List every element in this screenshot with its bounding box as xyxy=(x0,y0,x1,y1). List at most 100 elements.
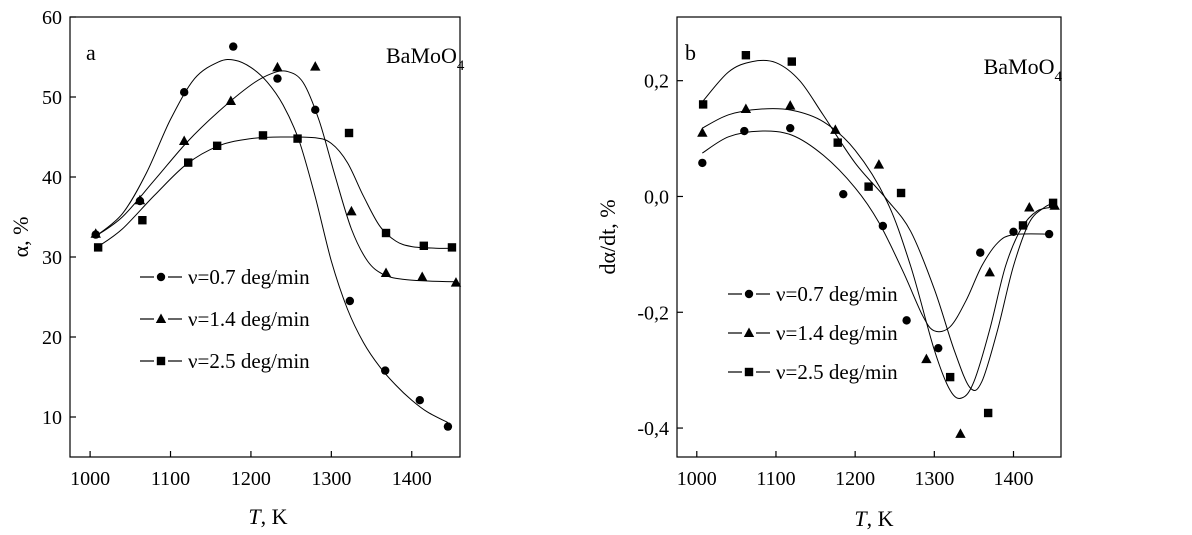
panel-b-point-square xyxy=(787,57,797,66)
panel-b-ticks: 1000 1100 1200 1300 1400 -0,4 -0,2 0,0 0,2 xyxy=(637,71,1033,490)
panel-b-point-circle xyxy=(878,221,888,231)
panel-b-compound-text: BaMoO xyxy=(984,54,1055,79)
panel-b-x-tick-label: 1200 xyxy=(835,468,875,490)
panel-a-x-tick-label: 1300 xyxy=(311,468,351,490)
panel-b-point-triangle xyxy=(830,124,841,134)
panel-b-y-axis-label: dα/dt, % xyxy=(595,199,620,274)
panel-b-point-circle xyxy=(740,126,749,136)
panel-a-point-circle xyxy=(273,74,282,83)
panel-b-x-tick-label: 1100 xyxy=(756,468,795,490)
panel-b-letter: b xyxy=(685,40,696,65)
panel-b-plot-frame xyxy=(676,16,1062,458)
panel-a-y-tick-label: 10 xyxy=(42,407,62,429)
panel-b-point-circle xyxy=(976,248,985,257)
panel-a-legend-entry: ν=0.7 deg/min xyxy=(140,265,310,289)
panel-b-point-square xyxy=(1048,198,1058,208)
panel-b-point-triangle xyxy=(740,103,752,114)
panel-a-compound-label: BaMoO4 xyxy=(386,43,465,74)
panel-a-point-square xyxy=(138,216,147,225)
panel-b-legend-marker-square xyxy=(744,367,754,377)
panel-a-legend-entry: ν=2.5 deg/min xyxy=(140,349,310,373)
panel-a-point-square xyxy=(293,134,302,143)
panel-a-fit-curve-circle xyxy=(95,58,449,424)
panel-a-point-triangle xyxy=(346,205,357,216)
panel-b-fit-curves xyxy=(702,59,1055,399)
panel-b-point-square xyxy=(1018,221,1028,230)
panel-a-point-circle xyxy=(311,105,320,115)
panel-b-point-triangle xyxy=(1024,201,1035,212)
panel-a-y-tick-label: 30 xyxy=(42,247,62,269)
panel-a-point-square xyxy=(184,158,193,167)
panel-b-legend-marker-circle xyxy=(744,289,754,299)
panel-b-fit-curve-square xyxy=(702,59,1055,392)
panel-a-x-axis-label-symbol: T xyxy=(248,504,262,529)
panel-b-point-triangle xyxy=(697,127,708,137)
panel-a-point-triangle xyxy=(272,61,283,72)
panel-a-x-tick-label: 1100 xyxy=(151,468,190,490)
panel-a-chart: 1000 1100 1200 1300 1400 10 20 30 40 50 60 a BaMoO… xyxy=(8,7,465,529)
panel-b-point-square xyxy=(698,100,708,109)
panel-a-ticks: 1000 1100 1200 1300 1400 10 20 30 40 50 60 xyxy=(42,7,432,490)
panel-b-legend-entry: ν=0.7 deg/min xyxy=(728,282,898,306)
panel-b-y-tick-label: -0,2 xyxy=(637,302,669,324)
panel-b-compound-label: BaMoO4 xyxy=(984,54,1063,85)
panel-a-legend-label: ν=2.5 deg/min xyxy=(188,349,310,373)
panel-a-legend: ν=0.7 deg/min ν=1.4 deg/min ν=2.5 deg/min xyxy=(140,265,310,373)
panel-b-point-circle xyxy=(839,189,848,199)
panel-b-point-square xyxy=(864,182,873,191)
panel-b-x-axis-label: T, K xyxy=(854,506,893,531)
panel-b-legend-label: ν=2.5 deg/min xyxy=(776,360,898,384)
panel-b-legend: ν=0.7 deg/min ν=1.4 deg/min ν=2.5 deg/min xyxy=(728,282,898,384)
panel-a-point-triangle xyxy=(134,194,146,205)
panel-b-x-tick-label: 1400 xyxy=(993,468,1033,490)
panel-b-fit-curve-triangle xyxy=(702,108,1055,399)
panel-b-point-square xyxy=(983,408,993,418)
panel-b-point-square xyxy=(741,51,751,60)
panel-b-point-square xyxy=(945,372,955,382)
panel-b-point-circle xyxy=(902,316,911,325)
panel-a-legend-marker-circle xyxy=(156,272,166,282)
panel-a-x-tick-label: 1000 xyxy=(70,468,110,490)
panel-b-point-circle xyxy=(1044,229,1054,239)
panel-a-point-triangle xyxy=(178,135,190,145)
panel-b-point-circle xyxy=(786,123,795,133)
panel-a-data-points xyxy=(90,42,462,431)
panel-a-x-tick-label: 1200 xyxy=(231,468,271,490)
panel-a-point-triangle xyxy=(450,277,462,287)
panel-a-compound-subscript: 4 xyxy=(457,58,465,74)
panel-b-point-triangle xyxy=(955,428,966,438)
panel-a-point-circle xyxy=(443,422,453,431)
panel-a-plot-frame xyxy=(69,16,461,458)
panel-a-point-square xyxy=(447,243,457,252)
panel-b-point-circle xyxy=(698,158,707,168)
panel-a-point-circle xyxy=(415,396,424,405)
panel-b-fit-curve-circle xyxy=(702,130,1050,333)
panel-b-point-circle xyxy=(1009,227,1018,236)
panel-a-point-triangle xyxy=(90,228,101,238)
panel-b-compound-subscript: 4 xyxy=(1055,69,1063,85)
panel-a-point-triangle xyxy=(225,95,237,105)
panel-b-legend-marker-triangle xyxy=(743,327,755,337)
panel-a-y-tick-label: 20 xyxy=(42,327,62,349)
panel-b-point-square xyxy=(896,188,906,198)
panel-b-x-tick-label: 1000 xyxy=(677,468,717,490)
panel-a-point-square xyxy=(258,131,268,140)
panel-b-point-triangle xyxy=(921,353,932,364)
panel-a-compound-text: BaMoO xyxy=(386,43,457,68)
panel-a-legend-marker-square xyxy=(156,356,166,366)
panel-b-point-triangle xyxy=(873,159,885,169)
panel-a-legend-label: ν=1.4 deg/min xyxy=(188,307,310,331)
panel-b-y-tick-label: 0,2 xyxy=(644,71,669,93)
panel-a-letter: a xyxy=(86,40,96,65)
panel-b-y-tick-label: -0,4 xyxy=(637,418,669,440)
panel-b-point-circle xyxy=(934,343,943,353)
panel-a-point-circle xyxy=(229,42,238,51)
panel-a-point-triangle xyxy=(380,267,392,277)
panel-a-point-square xyxy=(419,241,429,250)
panel-b-legend-label: ν=0.7 deg/min xyxy=(776,282,898,306)
panel-a-legend-label: ν=0.7 deg/min xyxy=(188,265,310,289)
panel-b-point-square xyxy=(833,138,842,147)
panel-a-x-axis-label-unit: , K xyxy=(261,504,288,529)
panel-b-point-triangle xyxy=(984,266,995,277)
